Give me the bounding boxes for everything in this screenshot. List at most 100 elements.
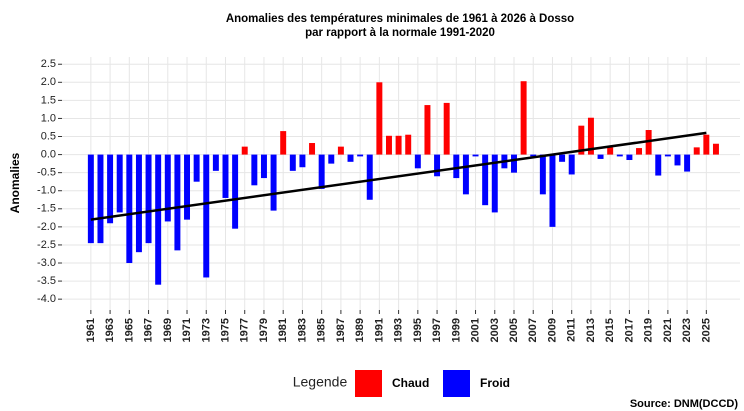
x-tick-label: 1981 — [277, 318, 289, 342]
bar — [357, 154, 364, 157]
x-tick-label: 2013 — [585, 318, 597, 342]
bar — [251, 154, 258, 186]
bar — [222, 154, 229, 198]
bar — [616, 154, 623, 157]
bar — [376, 82, 383, 155]
x-tick-label: 1971 — [181, 318, 193, 342]
x-tick-label: 1987 — [335, 318, 347, 342]
x-tick-label: 1977 — [239, 318, 251, 342]
legend-title: Legende — [293, 374, 348, 390]
bar — [135, 154, 142, 253]
bar — [520, 81, 527, 155]
bar — [693, 147, 700, 155]
x-tick-label: 1997 — [431, 318, 443, 342]
y-tick-label: -2.5 — [37, 239, 56, 251]
x-tick-label: 2005 — [508, 318, 520, 342]
x-tick-label: 2021 — [662, 318, 674, 342]
x-tick-label: 2023 — [681, 318, 693, 342]
bar — [260, 154, 267, 179]
chart-title: Anomalies des températures minimales de … — [226, 13, 574, 25]
x-tick-label: 2003 — [489, 318, 501, 342]
y-tick-label: 2.5 — [41, 58, 56, 70]
y-tick-label: -4.0 — [37, 293, 56, 305]
bar — [482, 154, 489, 206]
bar — [318, 154, 325, 189]
legend-swatch — [443, 370, 470, 397]
y-tick-label: -3.0 — [37, 257, 56, 269]
x-tick-label: 2017 — [623, 318, 635, 342]
x-tick-label: 1993 — [393, 318, 405, 342]
x-tick-label: 2015 — [604, 318, 616, 342]
y-tick-label: 1.5 — [41, 94, 56, 106]
bar — [424, 105, 431, 155]
bar — [241, 146, 248, 155]
source: Source: DNM(DCCD) — [630, 398, 739, 410]
bar — [193, 154, 200, 182]
bar — [559, 154, 566, 162]
bar — [116, 154, 123, 213]
bar — [107, 154, 114, 224]
bar — [539, 154, 546, 195]
bar — [145, 154, 152, 244]
x-tick-label: 1989 — [354, 318, 366, 342]
y-tick-label: 0.0 — [41, 148, 56, 160]
bar — [712, 143, 719, 155]
bar — [626, 154, 633, 161]
bar — [703, 134, 710, 155]
bar — [568, 154, 575, 175]
x-tick-label: 2019 — [643, 318, 655, 342]
bar — [232, 154, 239, 229]
x-tick-label: 1979 — [258, 318, 270, 342]
bar — [655, 154, 662, 176]
legend-swatch — [355, 370, 382, 397]
bar — [453, 154, 460, 179]
bar — [607, 147, 614, 155]
x-tick-label: 1999 — [450, 318, 462, 342]
bar — [636, 148, 643, 155]
legend-label: Chaud — [392, 376, 429, 390]
x-tick-label: 1969 — [162, 318, 174, 342]
bar — [664, 154, 671, 157]
x-tick-label: 1995 — [412, 318, 424, 342]
bar — [270, 154, 277, 211]
y-axis-label: Anomalies — [8, 152, 22, 213]
bar — [684, 154, 691, 172]
bar — [443, 102, 450, 155]
x-tick-label: 1991 — [373, 318, 385, 342]
bar — [184, 154, 191, 220]
y-tick-label: -2.0 — [37, 221, 56, 233]
bar — [289, 154, 296, 171]
chart-subtitle: par rapport à la normale 1991-2020 — [305, 27, 495, 39]
y-tick-label: 0.5 — [41, 130, 56, 142]
bar — [434, 154, 441, 177]
y-tick-label: -1.5 — [37, 203, 56, 215]
y-tick-label: -1.0 — [37, 185, 56, 197]
x-tick-label: 1967 — [143, 318, 155, 342]
bar — [366, 154, 373, 200]
legend-label: Froid — [480, 376, 510, 390]
bar — [174, 154, 181, 251]
y-tick-label: -3.5 — [37, 275, 56, 287]
x-tick-label: 2011 — [566, 318, 578, 342]
bar — [299, 154, 306, 168]
bar — [164, 154, 171, 222]
y-tick-label: -0.5 — [37, 167, 56, 179]
x-tick-label: 2025 — [700, 318, 712, 342]
bar — [597, 154, 604, 159]
x-tick-label: 1963 — [104, 318, 116, 342]
x-tick-label: 1965 — [123, 318, 135, 342]
bar — [395, 135, 402, 155]
bar — [347, 154, 354, 162]
bar — [491, 154, 498, 213]
bar — [87, 154, 94, 244]
bar — [328, 154, 335, 164]
x-tick-label: 1973 — [200, 318, 212, 342]
bar — [674, 154, 681, 166]
bar — [549, 154, 556, 227]
x-tick-label: 1961 — [85, 318, 97, 342]
x-tick-label: 1983 — [296, 318, 308, 342]
bar — [645, 130, 652, 155]
bar — [203, 154, 210, 278]
y-tick-label: 1.0 — [41, 112, 56, 124]
